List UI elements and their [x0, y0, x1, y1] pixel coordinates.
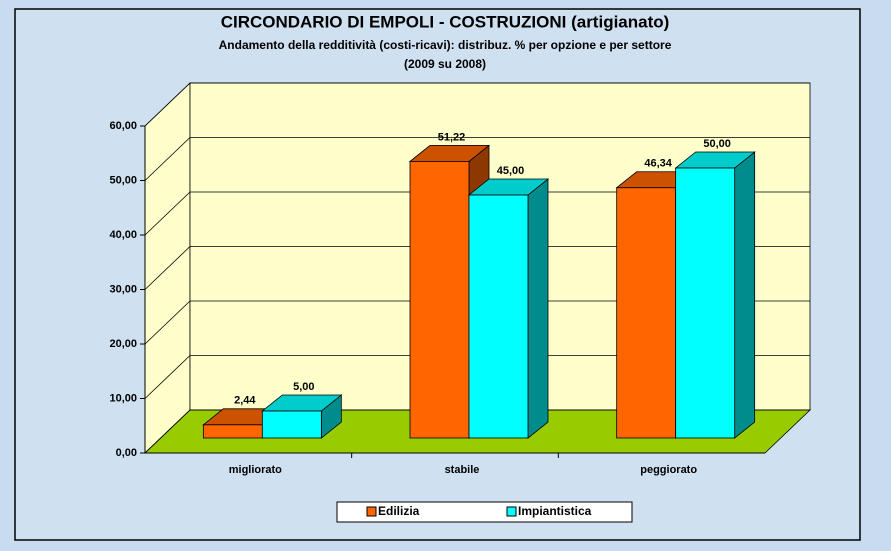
legend — [336, 501, 633, 523]
chart-title: CIRCONDARIO DI EMPOLI - COSTRUZIONI (art… — [221, 12, 670, 31]
grid-line — [144, 137, 810, 181]
bar — [675, 167, 736, 439]
y-tick-label: 40,00 — [109, 229, 137, 241]
y-tick-label: 20,00 — [109, 338, 137, 350]
legend-label: Impiantistica — [518, 504, 592, 518]
y-tick-label: 0,00 — [116, 447, 137, 459]
y-tick-label: 30,00 — [109, 283, 137, 295]
data-label: 50,00 — [703, 138, 731, 150]
chart-subtitle: Andamento della redditività (costi-ricav… — [219, 38, 672, 52]
grid-line — [144, 300, 810, 345]
grid-line — [144, 355, 810, 399]
grid-line — [144, 191, 810, 236]
data-label: 5,00 — [293, 381, 314, 393]
legend-swatch — [366, 506, 377, 517]
grid-line — [144, 82, 810, 127]
bar-side — [734, 151, 756, 439]
bar — [409, 161, 470, 439]
legend-label: Edilizia — [378, 504, 420, 518]
bar — [261, 410, 322, 439]
x-tick-label: migliorato — [229, 464, 282, 476]
grid-line — [144, 409, 810, 454]
data-label: 46,34 — [644, 158, 672, 170]
y-tick-label: 60,00 — [109, 120, 137, 132]
bar — [202, 424, 263, 439]
chart-subtitle: (2009 su 2008) — [404, 57, 486, 71]
bar — [616, 187, 677, 439]
data-label: 45,00 — [497, 165, 525, 177]
x-tick-label: stabile — [445, 464, 480, 476]
bar-side — [527, 178, 549, 439]
bar — [468, 194, 529, 439]
y-tick-label: 10,00 — [109, 392, 137, 404]
x-tick-label: peggiorato — [640, 464, 697, 476]
data-label: 2,44 — [234, 395, 256, 407]
data-label: 51,22 — [438, 131, 466, 143]
legend-swatch — [506, 506, 517, 517]
y-tick-label: 50,00 — [109, 174, 137, 186]
grid-line — [144, 246, 810, 290]
